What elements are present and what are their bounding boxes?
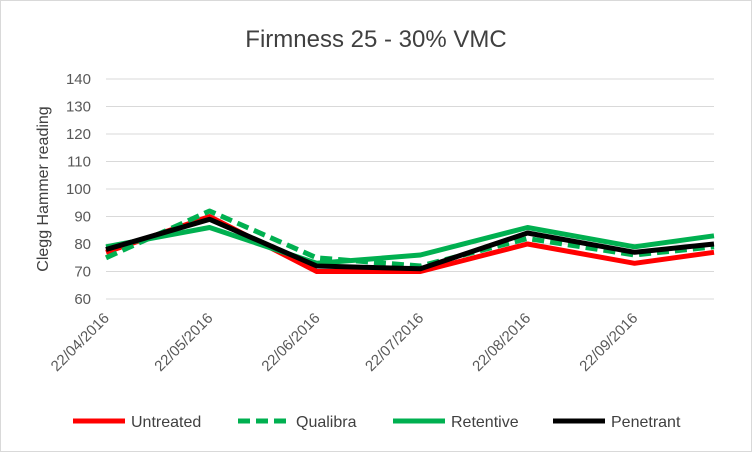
y-axis-title: Clegg Hammer reading xyxy=(35,106,52,271)
legend-item-retentive: Retentive xyxy=(393,414,519,431)
x-tick-label: 22/05/2016 xyxy=(151,310,216,375)
legend: Untreated Qualibra Retentive Penetrant xyxy=(73,414,681,431)
legend-item-untreated: Untreated xyxy=(73,414,201,431)
x-axis-ticks: 22/04/2016 22/05/2016 22/06/2016 22/07/2016… xyxy=(48,310,642,375)
legend-item-qualibra: Qualibra xyxy=(238,414,357,431)
chart-title: Firmness 25 - 30% VMC xyxy=(245,26,506,53)
x-tick-label: 22/07/2016 xyxy=(362,310,427,375)
series-lines xyxy=(104,208,715,274)
y-tick-label: 110 xyxy=(67,154,91,171)
x-tick-label: 22/06/2016 xyxy=(258,310,323,375)
y-tick-label: 90 xyxy=(74,209,91,226)
legend-item-penetrant: Penetrant xyxy=(553,414,681,431)
series-line-qualibra xyxy=(104,208,715,269)
y-tick-label: 100 xyxy=(66,181,91,198)
y-tick-label: 60 xyxy=(74,291,91,308)
x-tick-label: 22/04/2016 xyxy=(48,310,113,375)
legend-label: Retentive xyxy=(451,414,519,431)
y-tick-label: 80 xyxy=(74,236,91,253)
y-tick-label: 130 xyxy=(66,99,91,116)
legend-label: Untreated xyxy=(131,414,201,431)
x-tick-label: 22/08/2016 xyxy=(469,310,534,375)
legend-label: Penetrant xyxy=(611,414,681,431)
series-line-retentive xyxy=(105,225,715,266)
series-line-untreated xyxy=(105,214,715,274)
series-line-penetrant xyxy=(105,216,715,272)
y-axis-ticks: 60 70 80 90 100 110 120 130 140 xyxy=(66,71,91,308)
y-tick-label: 140 xyxy=(66,71,91,88)
y-tick-label: 70 xyxy=(74,264,91,281)
y-tick-label: 120 xyxy=(66,126,91,143)
legend-label: Qualibra xyxy=(296,414,357,431)
x-tick-label: 22/09/2016 xyxy=(576,310,641,375)
